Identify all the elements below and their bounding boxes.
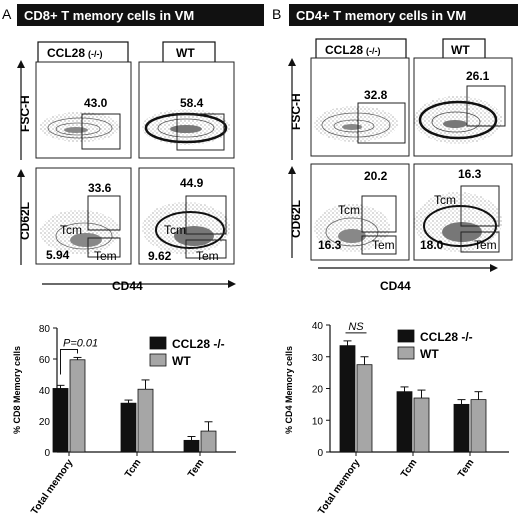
tem-value: 18.0 xyxy=(420,238,444,252)
y-axis-label-cd62l: CD62L xyxy=(289,200,303,238)
y-tick-label: 80 xyxy=(39,324,51,335)
significance-label: NS xyxy=(348,321,364,333)
legend-label: WT xyxy=(172,354,191,368)
legend-label: CCL28 -/- xyxy=(172,337,225,351)
tem-label: Tem xyxy=(196,249,219,263)
bar xyxy=(396,391,413,453)
panel-a-title: CD8+ T memory cells in VM xyxy=(24,8,194,23)
tem-label: Tem xyxy=(372,238,395,252)
legend-swatch xyxy=(149,336,167,350)
x-tick-label: Total memory xyxy=(316,457,362,517)
x-tick-label: Tcm xyxy=(399,457,419,480)
tem-label: Tem xyxy=(94,249,117,263)
svg-text:CCL28(-/-): CCL28 (-/-) xyxy=(47,46,103,60)
bar xyxy=(120,402,137,453)
flow-plot-a-wt-bottom: 44.9 Tcm 9.62 Tem xyxy=(138,167,235,265)
bar xyxy=(200,430,217,453)
tem-value: 9.62 xyxy=(148,249,172,263)
group-label-wt: WT xyxy=(176,46,195,60)
group-label-ko-suffix: (-/-) xyxy=(88,49,103,59)
gate-value: 32.8 xyxy=(364,88,388,102)
bar xyxy=(356,364,373,453)
flow-plot-b-wt-bottom: 16.3 Tcm 18.0 Tem xyxy=(413,163,513,261)
tcm-label: Tcm xyxy=(60,223,82,237)
significance-label: P=0.01 xyxy=(63,337,98,349)
gate-value: 26.1 xyxy=(466,69,490,83)
flow-plot-a-wt-top: 58.4 xyxy=(138,61,235,159)
svg-text:CCL28(-/-): CCL28 (-/-) xyxy=(325,43,381,57)
flow-plot-b-ko-bottom: 20.2 Tcm 16.3 Tem xyxy=(310,163,410,261)
bar-chart-cd8: 0 20 40 60 80 % CD8 Memory cells Total memory T… xyxy=(12,324,236,517)
legend-swatch xyxy=(149,353,167,367)
gate-value: 58.4 xyxy=(180,96,204,110)
x-tick-label: Total memory xyxy=(29,457,75,517)
flow-plot-a-ko-bottom: 33.6 Tcm 5.94 Tem xyxy=(35,167,132,265)
bar xyxy=(413,397,430,453)
y-tick-label: 20 xyxy=(39,417,51,428)
panel-b-title: CD4+ T memory cells in VM xyxy=(296,8,466,23)
y-tick-label: 40 xyxy=(39,386,51,397)
x-tick-label: Tcm xyxy=(123,457,143,480)
tem-value: 16.3 xyxy=(318,238,342,252)
panel-b: B CD4+ T memory cells in VM CCL28 (-/-) W… xyxy=(272,4,518,293)
tcm-value: 16.3 xyxy=(458,167,482,181)
tcm-label: Tcm xyxy=(164,223,186,237)
flow-plot-b-wt-top: 26.1 xyxy=(413,57,513,157)
bar xyxy=(453,403,470,453)
x-axis-label-cd44: CD44 xyxy=(380,279,411,293)
y-tick-label: 60 xyxy=(39,355,51,366)
group-label-ko: CCL28 xyxy=(47,46,85,60)
panel-letter-b: B xyxy=(272,6,281,22)
group-label-wt: WT xyxy=(451,43,470,57)
bar-chart-cd4: 0 10 20 30 40 % CD4 Memory cells Total memory T… xyxy=(284,321,509,517)
flow-plot-b-ko-top: 32.8 xyxy=(310,57,410,157)
bar xyxy=(137,388,154,453)
legend-label: CCL28 -/- xyxy=(420,330,473,344)
x-tick-label: Tem xyxy=(456,457,476,480)
bar xyxy=(339,345,356,453)
y-axis-label: % CD4 Memory cells xyxy=(284,346,294,434)
significance-bracket xyxy=(60,348,78,375)
group-label-ko-suffix: (-/-) xyxy=(366,46,381,56)
bar xyxy=(470,399,487,453)
y-axis-label-cd62l: CD62L xyxy=(18,202,32,240)
y-tick-label: 30 xyxy=(312,353,324,364)
y-tick-label: 40 xyxy=(312,321,324,332)
legend-swatch xyxy=(397,346,415,360)
y-tick-label: 10 xyxy=(312,416,324,427)
gate-value: 43.0 xyxy=(84,96,108,110)
tcm-label: Tcm xyxy=(338,203,360,217)
tem-value: 5.94 xyxy=(46,248,70,262)
y-axis-label-fsc: FSC-H xyxy=(18,95,32,132)
tem-label: Tem xyxy=(474,238,497,252)
flow-plot-a-ko-top: 43.0 xyxy=(35,61,132,159)
y-axis-label: % CD8 Memory cells xyxy=(12,346,22,434)
tcm-value: 44.9 xyxy=(180,176,204,190)
panel-b-title-bar xyxy=(289,4,518,26)
bar xyxy=(52,388,69,453)
legend-label: WT xyxy=(420,347,439,361)
x-tick-label: Tem xyxy=(186,457,206,480)
tcm-label: Tcm xyxy=(434,193,456,207)
y-axis-label-fsc: FSC-H xyxy=(289,93,303,130)
y-tick-label: 20 xyxy=(312,385,324,396)
panel-a-title-bar xyxy=(17,4,264,26)
panel-a: A CD8+ T memory cells in VM CCL28 (-/-) W… xyxy=(2,4,264,293)
x-axis-label-cd44: CD44 xyxy=(112,279,143,293)
panel-letter-a: A xyxy=(2,6,12,22)
y-tick-label: 0 xyxy=(317,448,323,459)
y-tick-label: 0 xyxy=(44,448,50,459)
bar xyxy=(69,359,86,453)
tcm-value: 33.6 xyxy=(88,181,112,195)
tcm-value: 20.2 xyxy=(364,169,388,183)
legend-swatch xyxy=(397,329,415,343)
bar xyxy=(183,439,200,453)
group-label-ko: CCL28 xyxy=(325,43,363,57)
